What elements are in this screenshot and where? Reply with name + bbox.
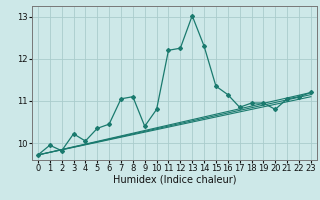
X-axis label: Humidex (Indice chaleur): Humidex (Indice chaleur)	[113, 175, 236, 185]
